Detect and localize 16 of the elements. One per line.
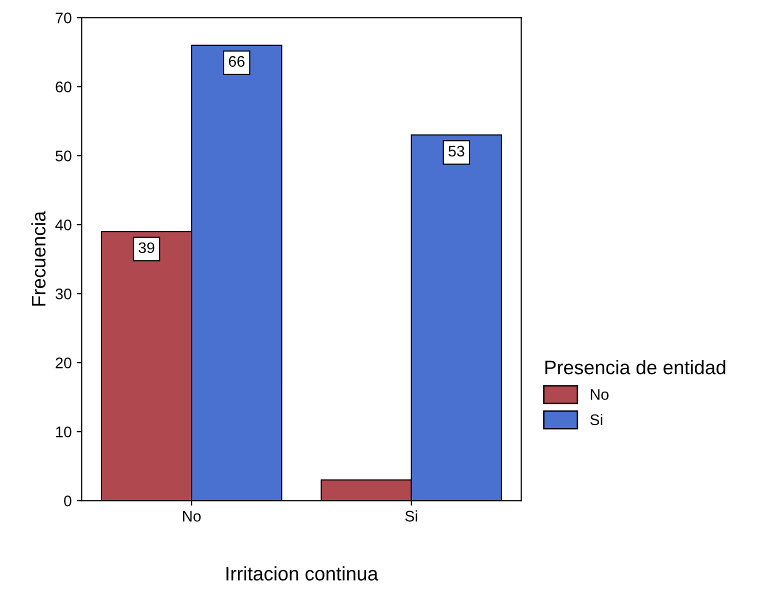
legend-label: No: [590, 389, 609, 400]
y-axis-title: Frecuencia: [31, 211, 46, 306]
y-tick-label: 50: [56, 150, 72, 162]
y-tick-label: 70: [56, 12, 72, 24]
data-label: 66: [228, 56, 244, 67]
y-tick-label: 20: [56, 358, 72, 368]
y-tick-label: 40: [55, 220, 72, 230]
y-tick-label: 60: [56, 82, 72, 92]
x-axis-title: Irritacion continua: [226, 566, 378, 581]
data-label: 53: [448, 146, 464, 157]
data-label: 39: [138, 242, 154, 254]
y-tick-label: 30: [56, 288, 72, 300]
y-tick-label: 10: [56, 426, 72, 438]
legend-title: Presencia de entidad: [545, 360, 726, 374]
y-tick-label: 0: [64, 496, 72, 506]
legend-label: Si: [590, 414, 602, 426]
